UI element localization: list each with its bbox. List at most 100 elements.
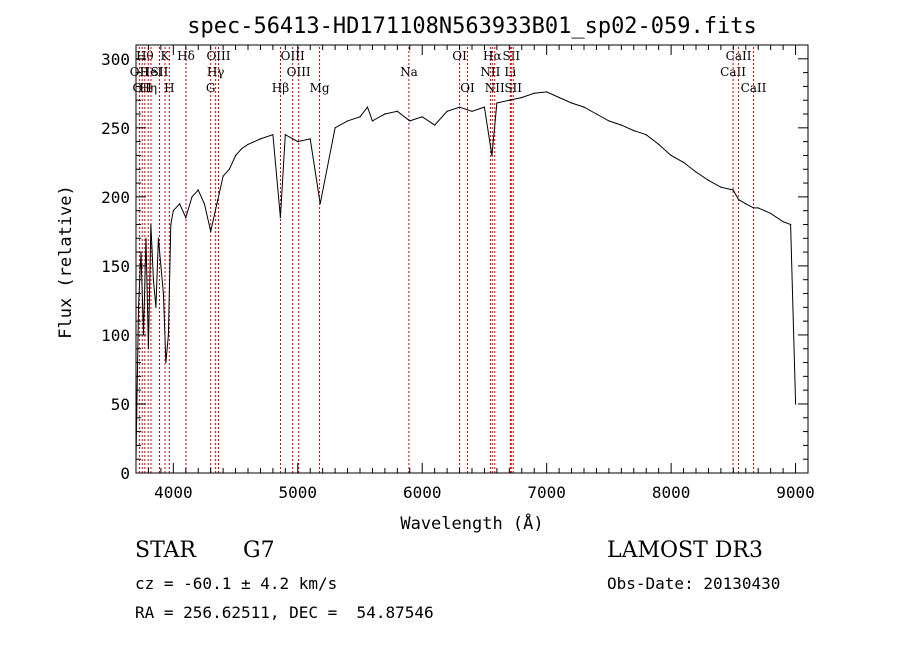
- x-tick-label: 8000: [652, 483, 691, 502]
- data-point: [421, 116, 423, 118]
- data-point: [533, 92, 535, 94]
- line-label: OIII: [206, 49, 230, 63]
- data-point: [279, 216, 281, 219]
- data-point: [203, 203, 206, 205]
- data-point: [222, 175, 224, 177]
- y-tick-label: 250: [101, 119, 130, 138]
- y-tick-label: 200: [101, 188, 130, 207]
- line-label: Mg: [310, 81, 330, 95]
- data-point: [558, 96, 560, 99]
- data-point: [737, 199, 740, 201]
- data-point: [446, 110, 448, 112]
- line-label: SII: [151, 65, 169, 79]
- line-label: NII: [480, 65, 500, 79]
- line-label: OI: [460, 81, 475, 95]
- data-point: [162, 292, 164, 295]
- spectral-line-markers: OIIOIIHθHηHeISIIKHHδGHγOIIIHβOIIIOIIIMgN…: [130, 47, 767, 473]
- data-point: [633, 130, 635, 132]
- data-point: [191, 196, 193, 198]
- data-point: [155, 306, 157, 308]
- x-tick-label: 7000: [527, 483, 566, 502]
- line-label: Hα: [483, 49, 502, 63]
- line-label: Hβ: [272, 81, 289, 95]
- data-point: [359, 116, 361, 118]
- data-point: [789, 223, 792, 226]
- line-label: H: [164, 81, 174, 95]
- y-tick-label: 100: [101, 326, 130, 345]
- data-point: [167, 334, 169, 336]
- data-point: [309, 138, 311, 140]
- line-label: HeI: [140, 65, 163, 79]
- data-point: [234, 154, 237, 157]
- data-point: [620, 124, 622, 126]
- line-label: G: [206, 81, 216, 95]
- data-point: [165, 361, 167, 364]
- data-point: [745, 203, 747, 205]
- survey-name: LAMOST DR3: [607, 538, 763, 563]
- data-point: [720, 186, 722, 188]
- y-tick-label: 0: [120, 464, 130, 483]
- data-point: [170, 223, 172, 226]
- line-label: Hγ: [207, 65, 225, 79]
- data-point: [782, 221, 784, 223]
- line-label: Hδ: [177, 49, 195, 63]
- data-point: [396, 110, 398, 112]
- data-point: [297, 141, 299, 143]
- data-point: [757, 207, 759, 209]
- y-tick-label: 300: [101, 50, 130, 69]
- data-point: [150, 223, 152, 226]
- plot-frame: [135, 44, 809, 474]
- data-point: [583, 106, 585, 108]
- data-point: [247, 143, 249, 146]
- data-point: [732, 189, 734, 191]
- x-tick-label: 4000: [154, 483, 193, 502]
- line-label: SII: [504, 81, 522, 95]
- data-point: [770, 212, 772, 215]
- line-label: OII: [133, 81, 153, 95]
- data-point: [458, 106, 461, 108]
- data-point: [695, 171, 697, 173]
- data-point: [157, 237, 159, 239]
- object-class: STAR: [135, 538, 196, 563]
- spectrum-line: [135, 91, 797, 460]
- data-point: [707, 179, 710, 181]
- data-point: [794, 403, 797, 405]
- x-tick-label: 5000: [279, 483, 318, 502]
- data-point: [521, 96, 523, 99]
- data-point: [471, 110, 473, 112]
- data-point: [145, 237, 147, 239]
- data-point: [185, 216, 187, 219]
- data-point: [570, 102, 573, 104]
- line-label: Hη: [139, 81, 157, 95]
- data-point: [483, 106, 486, 108]
- data-point: [682, 161, 685, 163]
- line-label: K: [161, 49, 171, 63]
- line-label: Na: [400, 65, 418, 79]
- data-point: [434, 124, 436, 126]
- data-point: [228, 168, 230, 170]
- data-point: [752, 207, 755, 209]
- data-point: [319, 203, 321, 205]
- data-point: [178, 203, 181, 205]
- data-point: [491, 154, 493, 157]
- obs-date-text: Obs-Date: 20130430: [607, 574, 781, 593]
- data-point: [608, 120, 610, 122]
- data-point: [546, 91, 548, 93]
- data-point: [147, 348, 150, 350]
- x-axis-label: Wavelength (Å): [400, 512, 543, 534]
- data-point: [366, 106, 369, 108]
- coordinates-text: RA = 256.62511, DEC = 54.87546: [135, 603, 434, 622]
- data-point: [346, 120, 349, 122]
- x-tick-label: 9000: [776, 483, 815, 502]
- spectrum-series: [135, 91, 797, 460]
- data-point: [152, 279, 155, 281]
- data-point: [216, 203, 218, 205]
- data-point: [409, 120, 411, 122]
- data-point: [658, 143, 660, 146]
- y-axis: 0 50 100 150 200 250 300: [101, 50, 808, 483]
- line-label: OI: [452, 49, 467, 63]
- data-point: [384, 113, 386, 115]
- x-tick-label: 6000: [403, 483, 442, 502]
- y-tick-label: 50: [111, 395, 130, 414]
